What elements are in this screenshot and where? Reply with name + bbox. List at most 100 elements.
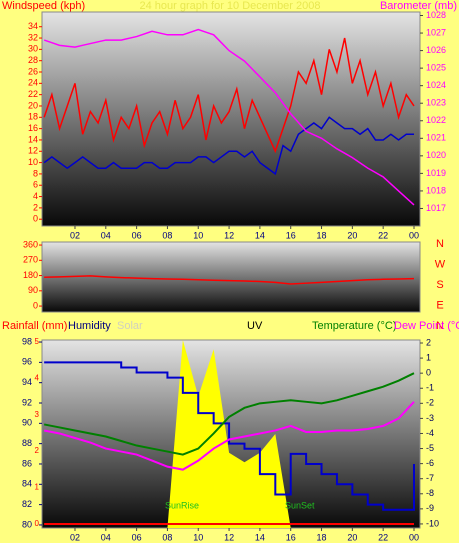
y3-tick-label: 0 (35, 519, 40, 528)
x-tick-label: 12 (224, 532, 234, 542)
y2-axis-label: Barometer (mb) (380, 0, 457, 12)
legend-label: Solar (117, 320, 143, 332)
x-tick-label: 18 (317, 532, 327, 542)
x-tick-label: 06 (132, 532, 142, 542)
y2-tick-label: 1028 (426, 10, 446, 20)
x-tick-label: 08 (162, 230, 172, 240)
y2-tick-label: 1019 (426, 168, 446, 178)
x-tick-label: 14 (255, 230, 265, 240)
y-tick-label: 4 (33, 191, 38, 201)
y-tick-label: 86 (22, 458, 32, 468)
y3-tick-label: 5 (35, 337, 40, 346)
series-line (44, 361, 415, 511)
x-tick-label: 20 (347, 532, 357, 542)
y2-tick-label: -6 (426, 458, 434, 468)
y2-tick-label: 1021 (426, 133, 446, 143)
x-tick-label: 22 (378, 230, 388, 240)
x-tick-label: 12 (224, 230, 234, 240)
y-tick-label: 34 (28, 21, 38, 31)
y-tick-label: 8 (33, 168, 38, 178)
y-axis-label: Windspeed (kph) (2, 0, 85, 12)
y3-tick-label: 2 (35, 446, 40, 455)
y3-tick-label: 4 (35, 373, 40, 382)
y2-tick-label: 1023 (426, 98, 446, 108)
y2-tick-label: 1022 (426, 115, 446, 125)
x-tick-label: 04 (101, 230, 111, 240)
series-line (43, 28, 415, 206)
y2-tick-label: 1024 (426, 80, 446, 90)
x-tick-label: 18 (317, 230, 327, 240)
y2-tick-label: -10 (426, 518, 439, 528)
y-tick-label: 0 (33, 300, 38, 310)
y2-tick-label: 1 (426, 352, 431, 362)
y3-tick-label: 3 (35, 410, 40, 419)
y2-tick-label: -1 (426, 383, 434, 393)
legend-label: Rainfall (mm) (2, 320, 67, 332)
y-tick-label: 28 (28, 55, 38, 65)
y2-tick-label: -9 (426, 503, 434, 513)
x-tick-label: 10 (193, 230, 203, 240)
y-tick-label: 180 (23, 270, 38, 280)
y-tick-label: 92 (22, 397, 32, 407)
compass-label: N (436, 238, 444, 250)
x-tick-label: 02 (70, 532, 80, 542)
y-tick-label: 32 (28, 32, 38, 42)
y-tick-label: 16 (28, 123, 38, 133)
y-tick-label: 96 (22, 357, 32, 367)
y-tick-label: 82 (22, 499, 32, 509)
x-tick-label: 16 (286, 230, 296, 240)
y-tick-label: 80 (22, 519, 32, 529)
legend-label: Dew Point (°C) (394, 320, 459, 332)
legend-label: Temperature (°C) (312, 320, 396, 332)
chart-title: 24 hour graph for 10 December 2008 (139, 0, 320, 12)
series-line (43, 401, 415, 471)
y2-tick-label: -7 (426, 473, 434, 483)
y-tick-label: 14 (28, 134, 38, 144)
x-tick-label: 00 (409, 532, 419, 542)
y2-tick-label: -2 (426, 398, 434, 408)
x-tick-label: 08 (162, 532, 172, 542)
x-tick-label: 16 (286, 532, 296, 542)
y-tick-label: 270 (23, 255, 38, 265)
y-tick-label: 20 (28, 100, 38, 110)
uv-label: UV (247, 320, 263, 332)
y-tick-label: 0 (33, 214, 38, 224)
y2-tick-label: 2 (426, 337, 431, 347)
solar-area (44, 340, 414, 528)
x-tick-label: 06 (132, 230, 142, 240)
y2-tick-label: -8 (426, 488, 434, 498)
series-line (43, 37, 415, 154)
compass-label: E (436, 299, 443, 311)
y2-tick-label: 1018 (426, 185, 446, 195)
y-tick-label: 26 (28, 66, 38, 76)
y-tick-label: 10 (28, 157, 38, 167)
series-line (43, 116, 414, 176)
y-tick-label: 24 (28, 78, 38, 88)
annotation: SunSet (285, 500, 315, 510)
y2-tick-label: 1026 (426, 45, 446, 55)
y2-tick-label: 1017 (426, 203, 446, 213)
y-tick-label: 90 (28, 285, 38, 295)
x-tick-label: 20 (347, 230, 357, 240)
y-tick-label: 94 (22, 377, 32, 387)
x-tick-label: 04 (101, 532, 111, 542)
x-tick-label: 10 (193, 532, 203, 542)
x-tick-label: 00 (409, 230, 419, 240)
compass-label: S (436, 279, 443, 291)
y2-tick-label: -4 (426, 428, 434, 438)
annotation: SunRise (165, 500, 199, 510)
y2-tick-label: -3 (426, 413, 434, 423)
y-tick-label: 30 (28, 44, 38, 54)
compass-label: N (436, 320, 444, 332)
x-tick-label: 14 (255, 532, 265, 542)
y-tick-label: 90 (22, 418, 32, 428)
y2-tick-label: -5 (426, 443, 434, 453)
y-tick-label: 98 (22, 336, 32, 346)
x-tick-label: 22 (378, 532, 388, 542)
plot-area (41, 11, 421, 227)
y2-tick-label: 0 (426, 368, 431, 378)
y-tick-label: 2 (33, 202, 38, 212)
y-tick-label: 18 (28, 112, 38, 122)
y-tick-label: 6 (33, 180, 38, 190)
